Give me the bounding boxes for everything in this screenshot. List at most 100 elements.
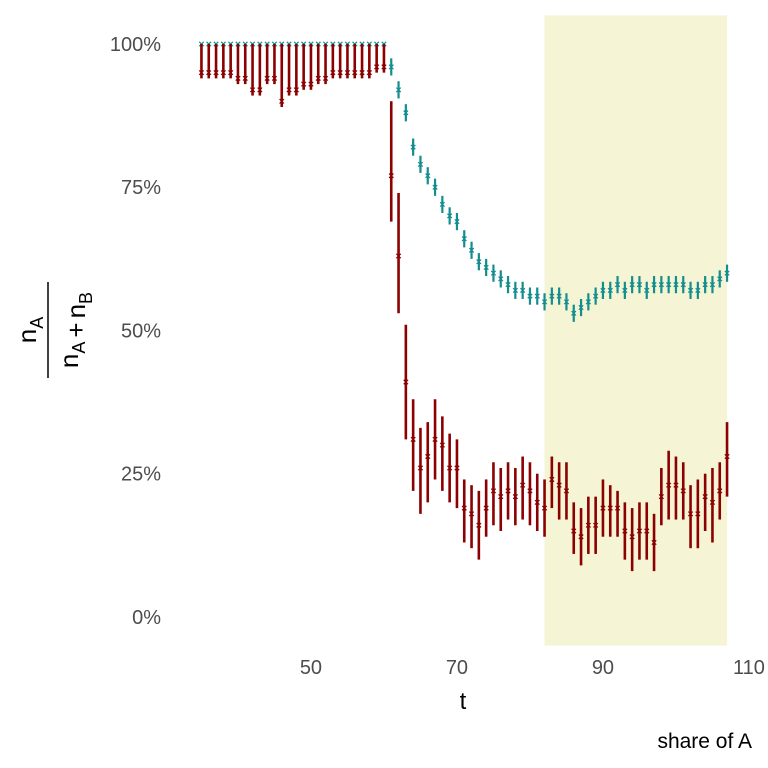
point-marker — [352, 70, 358, 76]
point-marker — [286, 87, 292, 93]
point-marker — [695, 287, 701, 293]
y-tick-label: 0% — [132, 607, 161, 629]
point-marker — [563, 488, 570, 494]
point-marker — [403, 110, 409, 116]
y-title-denominator: nA+nB — [54, 292, 96, 368]
point-marker — [454, 465, 460, 471]
subscript: A — [69, 342, 89, 354]
point-marker — [607, 287, 613, 293]
point-marker — [293, 87, 299, 93]
caption: share of A — [657, 730, 752, 753]
point-marker — [687, 287, 694, 293]
point-marker — [505, 488, 511, 494]
point-marker — [271, 75, 278, 81]
point-marker — [702, 494, 708, 500]
point-marker — [322, 41, 329, 47]
point-marker — [374, 41, 380, 47]
subscript: A — [27, 317, 47, 329]
point-marker — [439, 442, 445, 448]
point-marker — [271, 41, 278, 47]
point-marker — [549, 476, 555, 483]
x-tick-label: 90 — [592, 657, 614, 679]
point-marker — [213, 41, 219, 47]
point-marker — [220, 70, 226, 76]
point-marker — [257, 87, 263, 93]
point-marker — [614, 282, 621, 288]
point-marker — [293, 41, 299, 47]
point-marker — [279, 98, 285, 104]
point-marker — [622, 287, 628, 293]
point-marker — [198, 41, 205, 47]
point-marker — [235, 75, 241, 81]
point-marker — [198, 70, 205, 76]
point-marker — [461, 236, 467, 242]
point-marker — [352, 41, 358, 47]
point-marker — [330, 41, 336, 47]
point-marker — [228, 70, 234, 76]
point-marker — [461, 505, 467, 511]
point-marker — [374, 64, 380, 70]
term: + — [61, 322, 91, 337]
y-tick-label: 100% — [110, 34, 161, 56]
point-marker — [425, 173, 431, 179]
mark-layer — [198, 41, 730, 572]
y-tick-label: 25% — [121, 464, 161, 486]
x-tick-label: 110 — [733, 657, 765, 679]
point-marker — [644, 287, 650, 293]
point-marker — [614, 505, 621, 511]
x-tick-label: 50 — [300, 657, 322, 679]
point-marker — [388, 64, 394, 70]
point-marker — [600, 287, 606, 293]
point-marker — [666, 482, 672, 488]
point-marker — [301, 41, 307, 47]
point-marker — [556, 482, 562, 488]
point-marker — [571, 310, 577, 316]
point-marker — [344, 70, 351, 76]
point-marker — [644, 528, 650, 534]
point-marker — [651, 539, 657, 546]
x-axis-title: t — [460, 688, 467, 715]
point-marker — [330, 70, 336, 76]
point-marker — [454, 218, 460, 225]
point-marker — [709, 499, 716, 505]
y-tick-label: 50% — [121, 320, 161, 342]
point-marker — [249, 41, 256, 47]
point-marker — [702, 282, 708, 288]
point-marker — [301, 81, 307, 87]
point-marker — [206, 41, 212, 47]
term: n — [54, 354, 84, 368]
point-marker — [366, 41, 372, 47]
point-marker — [388, 173, 394, 179]
point-marker — [563, 299, 570, 305]
point-marker — [432, 436, 438, 442]
point-marker — [228, 41, 234, 47]
point-marker — [490, 270, 497, 276]
point-marker — [724, 270, 730, 276]
point-marker — [315, 75, 321, 81]
point-marker — [498, 494, 504, 500]
point-marker — [687, 511, 694, 517]
point-marker — [468, 247, 475, 253]
point-marker — [447, 465, 453, 471]
point-marker — [322, 75, 329, 81]
point-marker — [235, 41, 241, 47]
point-marker — [425, 453, 431, 460]
point-marker — [220, 41, 226, 47]
point-marker — [264, 75, 270, 81]
point-marker — [636, 528, 643, 534]
y-axis-title: nA nA+nB — [12, 282, 96, 378]
point-marker — [264, 41, 270, 47]
point-marker — [344, 41, 351, 47]
point-marker — [308, 81, 314, 87]
point-marker — [242, 75, 248, 81]
point-marker — [520, 482, 526, 488]
point-marker — [410, 144, 416, 150]
point-marker — [622, 528, 628, 534]
point-marker — [432, 184, 438, 190]
point-marker — [366, 70, 372, 76]
point-marker — [666, 282, 672, 288]
point-marker — [717, 276, 723, 282]
point-marker — [206, 70, 212, 76]
point-marker — [403, 379, 409, 385]
